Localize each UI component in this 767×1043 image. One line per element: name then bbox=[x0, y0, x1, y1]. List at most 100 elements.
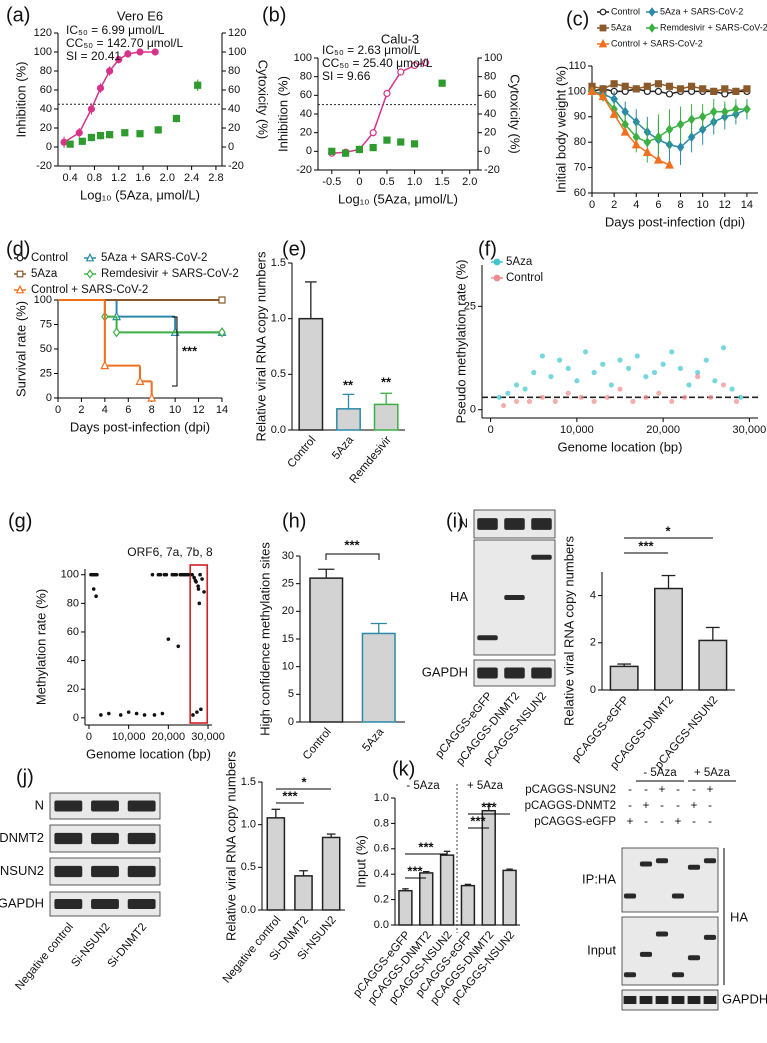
marker bbox=[86, 269, 94, 279]
row-label: DNMT2 bbox=[0, 830, 44, 845]
y-tick-label: 100 bbox=[294, 52, 312, 64]
marker bbox=[438, 79, 446, 87]
marker bbox=[121, 129, 129, 137]
marker bbox=[610, 80, 618, 88]
point bbox=[95, 572, 99, 577]
y-tick-label: 0.5 bbox=[241, 861, 256, 873]
point bbox=[197, 601, 202, 606]
annotation: CC₅₀ = 142.70 μmol/L bbox=[66, 36, 183, 50]
x-tick-label: 0 bbox=[86, 731, 92, 743]
blot-band bbox=[54, 898, 83, 910]
y-tick-label: 20 bbox=[40, 122, 52, 134]
marker bbox=[709, 106, 718, 117]
treatment-sign: - bbox=[660, 800, 664, 812]
blot-band bbox=[477, 635, 498, 641]
marker bbox=[218, 296, 226, 304]
y-tick-label: 0.4 bbox=[374, 868, 389, 880]
legend-label: 5Aza bbox=[31, 268, 58, 280]
marker bbox=[341, 149, 350, 157]
panel-label: (f) bbox=[478, 238, 497, 260]
x-axis-label: Days post-infection (dpi) bbox=[605, 214, 745, 229]
marker bbox=[194, 81, 202, 89]
point bbox=[630, 398, 636, 405]
y-axis-label: Inhibition (%) bbox=[13, 62, 28, 138]
y2-tick-label: 40 bbox=[228, 103, 240, 115]
x-tick-label: 20,000 bbox=[646, 424, 680, 436]
y-axis-label: Pseudo methylation rate (%) bbox=[453, 259, 468, 423]
panel-label: (d) bbox=[6, 238, 30, 260]
point bbox=[191, 713, 195, 717]
x-tick-label: 1.2 bbox=[111, 172, 126, 184]
marker bbox=[665, 82, 674, 90]
point bbox=[574, 378, 580, 384]
significance-bracket bbox=[172, 316, 178, 387]
point bbox=[729, 386, 735, 392]
annotation: *** bbox=[481, 799, 497, 814]
annotation: *** bbox=[418, 839, 434, 854]
marker bbox=[599, 85, 607, 93]
x-tick-label: 2.8 bbox=[208, 172, 223, 184]
blot-band bbox=[531, 518, 552, 530]
x-tick-label: 14 bbox=[216, 404, 228, 416]
marker bbox=[665, 124, 674, 135]
annotation: IC₅₀ = 6.99 μmol/L bbox=[66, 23, 165, 37]
point bbox=[522, 386, 528, 392]
blot-band bbox=[477, 518, 498, 530]
treatment-sign: - bbox=[708, 816, 712, 828]
bar bbox=[373, 403, 399, 431]
marker bbox=[147, 392, 157, 402]
marker bbox=[15, 284, 25, 294]
y-axis-label: Initial body weight (%) bbox=[553, 66, 568, 193]
blot-band bbox=[639, 996, 653, 1004]
point bbox=[591, 398, 597, 405]
point bbox=[190, 572, 194, 577]
marker bbox=[151, 48, 159, 56]
blot-band bbox=[127, 832, 156, 845]
point bbox=[496, 394, 502, 400]
legend-label: 5Aza + SARS-CoV-2 bbox=[660, 6, 743, 16]
y-tick-label: 15 bbox=[282, 633, 294, 645]
y-tick-label: 0 bbox=[288, 716, 294, 728]
point bbox=[712, 378, 718, 384]
y-tick-label: 10 bbox=[282, 661, 294, 673]
marker bbox=[721, 106, 729, 117]
y-tick-label: 120 bbox=[34, 27, 52, 39]
blot-image bbox=[621, 989, 719, 1011]
bar bbox=[609, 665, 639, 691]
treatment-sign: - bbox=[692, 816, 696, 828]
annotation: *** bbox=[344, 537, 360, 552]
y-tick-label: 30 bbox=[282, 550, 294, 562]
y-tick-label: 70 bbox=[574, 162, 586, 174]
point bbox=[198, 572, 202, 577]
annotation: * bbox=[665, 523, 671, 538]
point bbox=[578, 394, 584, 400]
panel-label: (a) bbox=[6, 4, 30, 26]
x-tick-label: 12 bbox=[192, 404, 204, 416]
point bbox=[142, 713, 147, 717]
panel-label: (k) bbox=[392, 758, 415, 780]
x-axis-label: Log₁₀ (5Aza, μmol/L) bbox=[80, 187, 200, 202]
y-tick-label: 100 bbox=[34, 294, 52, 306]
x-tick-label: 14 bbox=[741, 199, 753, 211]
y-tick-label: 80 bbox=[574, 136, 586, 148]
panel-label: (b) bbox=[262, 4, 286, 26]
y-tick-label: 0 bbox=[306, 145, 312, 157]
y-tick-label: 1.5 bbox=[241, 776, 256, 788]
point bbox=[500, 402, 507, 409]
x-tick-label: 1.5 bbox=[434, 176, 449, 188]
treatment-sign: + bbox=[643, 800, 650, 812]
blot-band bbox=[687, 996, 701, 1004]
treatment-sign: - bbox=[660, 816, 664, 828]
point bbox=[199, 707, 203, 712]
point bbox=[94, 594, 98, 598]
panel-label: (h) bbox=[282, 510, 306, 532]
y-tick-label: 1.5 bbox=[271, 257, 286, 269]
marker bbox=[609, 108, 619, 118]
marker bbox=[653, 154, 663, 164]
y-tick-label: 0.5 bbox=[271, 368, 286, 380]
legend-label: 5Aza bbox=[506, 256, 533, 268]
point bbox=[565, 390, 571, 396]
marker bbox=[410, 140, 419, 148]
panel-label: (g) bbox=[8, 510, 32, 532]
x-tick-label: 2 bbox=[78, 404, 84, 416]
